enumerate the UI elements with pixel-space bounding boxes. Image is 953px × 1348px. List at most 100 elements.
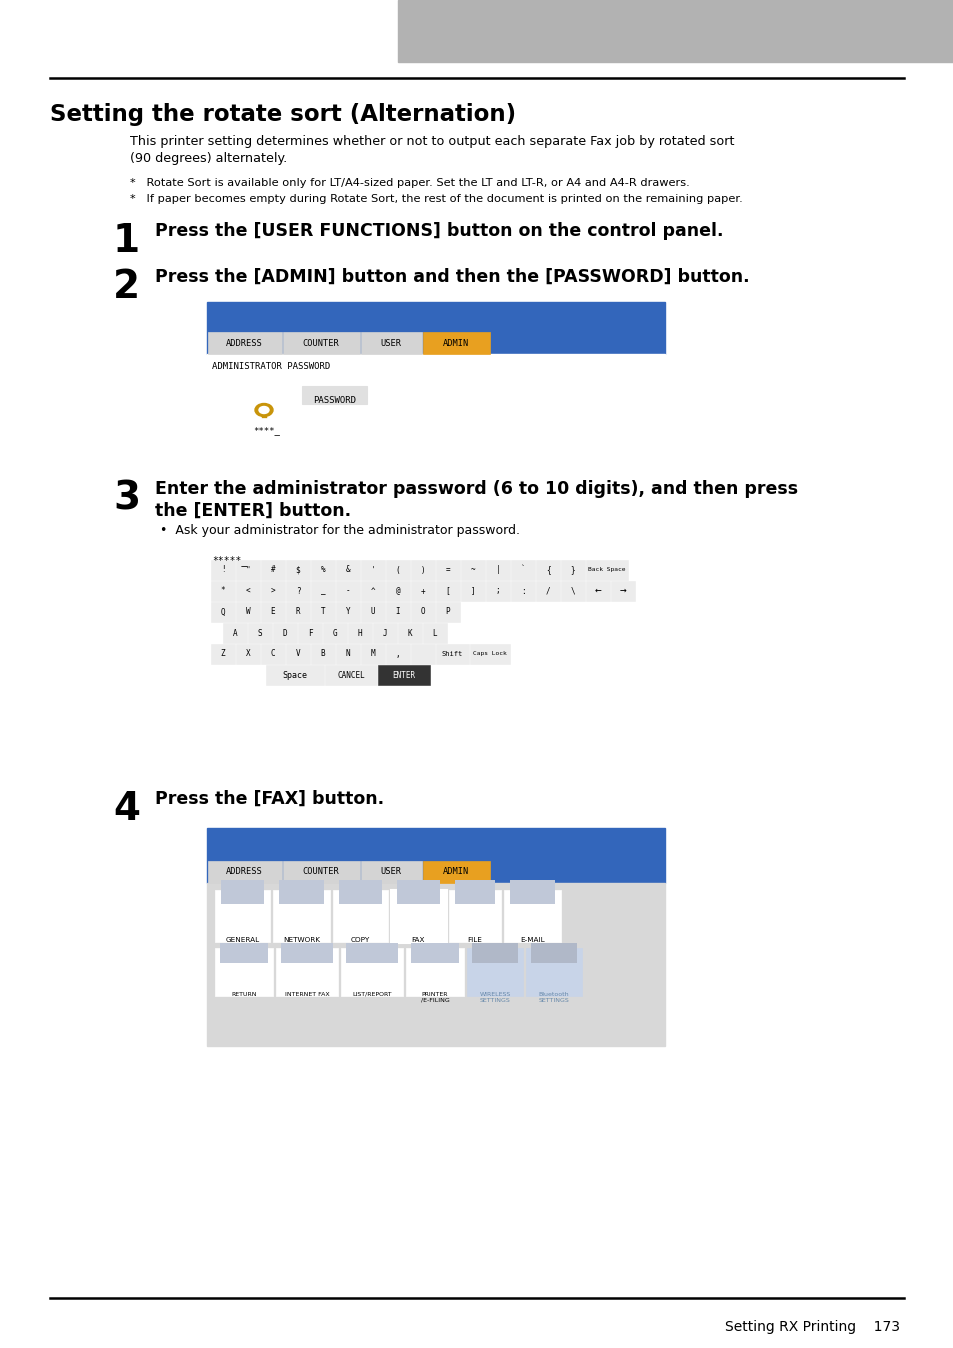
Text: /: / xyxy=(545,586,550,596)
Text: R: R xyxy=(295,608,300,616)
Text: *: * xyxy=(220,586,225,596)
Bar xyxy=(411,603,435,621)
Bar xyxy=(391,890,446,942)
Bar xyxy=(311,603,335,621)
Bar xyxy=(436,559,459,580)
Text: CANCEL: CANCEL xyxy=(336,670,364,679)
Text: Setting RX Printing    173: Setting RX Printing 173 xyxy=(724,1320,899,1335)
Bar xyxy=(531,944,577,962)
Text: _: _ xyxy=(320,586,325,596)
Text: @: @ xyxy=(395,586,400,596)
Text: ADDRESS: ADDRESS xyxy=(226,338,263,348)
Text: I: I xyxy=(395,608,400,616)
Bar xyxy=(396,880,439,905)
Text: Space: Space xyxy=(282,670,307,679)
Text: PRINTER
/E-FILING: PRINTER /E-FILING xyxy=(420,992,449,1003)
Bar xyxy=(207,302,664,454)
Text: \: \ xyxy=(570,586,575,596)
Bar xyxy=(275,948,337,996)
Bar xyxy=(214,890,270,942)
Bar xyxy=(360,581,385,601)
Bar xyxy=(286,603,310,621)
Ellipse shape xyxy=(258,407,269,414)
Text: Press the [USER FUNCTIONS] button on the control panel.: Press the [USER FUNCTIONS] button on the… xyxy=(154,222,722,240)
Bar xyxy=(223,623,247,643)
Text: ]: ] xyxy=(470,586,475,596)
Text: *   Rotate Sort is available only for LT/A4-sized paper. Set the LT and LT-R, or: * Rotate Sort is available only for LT/A… xyxy=(130,178,689,187)
Bar xyxy=(325,665,376,685)
Text: O: O xyxy=(420,608,425,616)
Text: :: : xyxy=(520,586,525,596)
Bar xyxy=(348,623,372,643)
Text: !: ! xyxy=(220,566,225,574)
Bar xyxy=(211,559,234,580)
Bar xyxy=(262,408,266,425)
Text: P: P xyxy=(445,608,450,616)
Bar xyxy=(411,944,458,962)
Bar xyxy=(207,828,664,883)
Text: WIRELESS
SETTINGS: WIRELESS SETTINGS xyxy=(478,992,510,1003)
Text: +: + xyxy=(420,586,425,596)
Bar xyxy=(560,559,584,580)
Bar xyxy=(283,861,359,883)
Text: Enter the administrator password (6 to 10 digits), and then press
the [ENTER] bu: Enter the administrator password (6 to 1… xyxy=(154,480,798,520)
Bar xyxy=(211,581,234,601)
Text: COUNTER: COUNTER xyxy=(302,868,339,876)
Bar xyxy=(360,644,385,665)
Bar xyxy=(510,880,555,905)
Bar xyxy=(560,581,584,601)
Bar xyxy=(208,332,282,355)
Bar xyxy=(340,948,402,996)
Text: NETWORK: NETWORK xyxy=(283,937,319,944)
Bar xyxy=(467,948,522,996)
Text: %: % xyxy=(320,566,325,574)
Text: FAX: FAX xyxy=(412,937,425,944)
Bar xyxy=(377,665,430,685)
Text: A: A xyxy=(233,628,237,638)
Text: Back Space: Back Space xyxy=(588,568,625,573)
Bar xyxy=(211,644,234,665)
Bar xyxy=(207,543,664,758)
Bar xyxy=(585,559,627,580)
Text: ,: , xyxy=(395,650,400,659)
Text: K: K xyxy=(407,628,412,638)
Text: Bluetooth
SETTINGS: Bluetooth SETTINGS xyxy=(538,992,569,1003)
Bar xyxy=(235,559,260,580)
Bar xyxy=(373,623,396,643)
Text: E: E xyxy=(271,608,275,616)
Bar xyxy=(460,581,484,601)
Text: ~: ~ xyxy=(470,566,475,574)
Bar xyxy=(338,880,381,905)
Text: Press the [FAX] button.: Press the [FAX] button. xyxy=(154,790,384,807)
Bar xyxy=(261,581,285,601)
Bar xyxy=(266,665,324,685)
Bar xyxy=(470,644,510,665)
Bar xyxy=(525,948,581,996)
Text: ADMIN: ADMIN xyxy=(442,338,469,348)
Bar xyxy=(207,543,664,758)
Bar xyxy=(281,944,333,962)
Bar xyxy=(333,890,388,942)
Text: ←: ← xyxy=(594,586,600,596)
Text: X: X xyxy=(246,650,250,659)
Bar xyxy=(422,861,490,883)
Text: J: J xyxy=(382,628,387,638)
Text: [: [ xyxy=(445,586,450,596)
Text: GENERAL: GENERAL xyxy=(225,937,259,944)
Bar xyxy=(214,948,273,996)
Text: ): ) xyxy=(420,566,425,574)
Text: Z: Z xyxy=(220,650,225,659)
Text: RETURN: RETURN xyxy=(231,992,256,998)
Bar xyxy=(311,644,335,665)
Bar xyxy=(208,861,282,883)
Bar xyxy=(455,880,495,905)
Text: (: ( xyxy=(395,566,400,574)
Bar xyxy=(360,559,385,580)
Bar xyxy=(397,0,953,62)
Text: ADMIN: ADMIN xyxy=(442,868,469,876)
Text: •  Ask your administrator for the administrator password.: • Ask your administrator for the adminis… xyxy=(160,524,519,537)
Text: `: ` xyxy=(520,566,525,574)
Text: F: F xyxy=(308,628,312,638)
Bar xyxy=(485,559,510,580)
Text: →: → xyxy=(619,586,626,596)
